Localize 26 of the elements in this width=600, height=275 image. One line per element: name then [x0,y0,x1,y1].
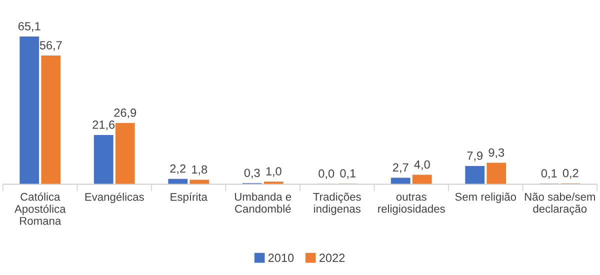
data-label: 0,1 [541,169,557,179]
data-label: 21,6 [92,120,115,130]
legend-label: 2022 [319,254,345,262]
data-label: 7,9 [467,152,483,162]
x-tick-label: Não sabe/sem declaração [524,192,595,215]
data-label: 56,7 [40,41,62,51]
x-tick-label: Espírita [170,192,208,204]
data-label: 2,2 [170,164,186,174]
data-label: 9,3 [488,148,504,158]
data-label: 4,0 [414,160,430,170]
data-label: 0,3 [244,168,260,178]
data-label: 65,1 [18,22,40,32]
data-label: 0,1 [340,169,356,179]
x-tick-label: Tradições indigenas [313,192,361,215]
data-label: 1,0 [266,167,282,177]
data-label: 26,9 [114,108,136,118]
data-label: 0,2 [562,168,578,179]
x-tick-label: Umbanda e Candomblé [235,192,292,213]
data-label: 2,7 [393,163,408,174]
data-label: 1,8 [192,165,208,176]
x-tick-label: Evangélicas [85,192,144,204]
x-tick-label: outras religiosidades [378,193,445,215]
data-label: 0,0 [318,169,334,180]
legend-label: 2010 [268,254,294,262]
x-tick-label: Católica Apostólica Romana [14,192,66,225]
x-tick-label: Sem religião [455,192,516,203]
